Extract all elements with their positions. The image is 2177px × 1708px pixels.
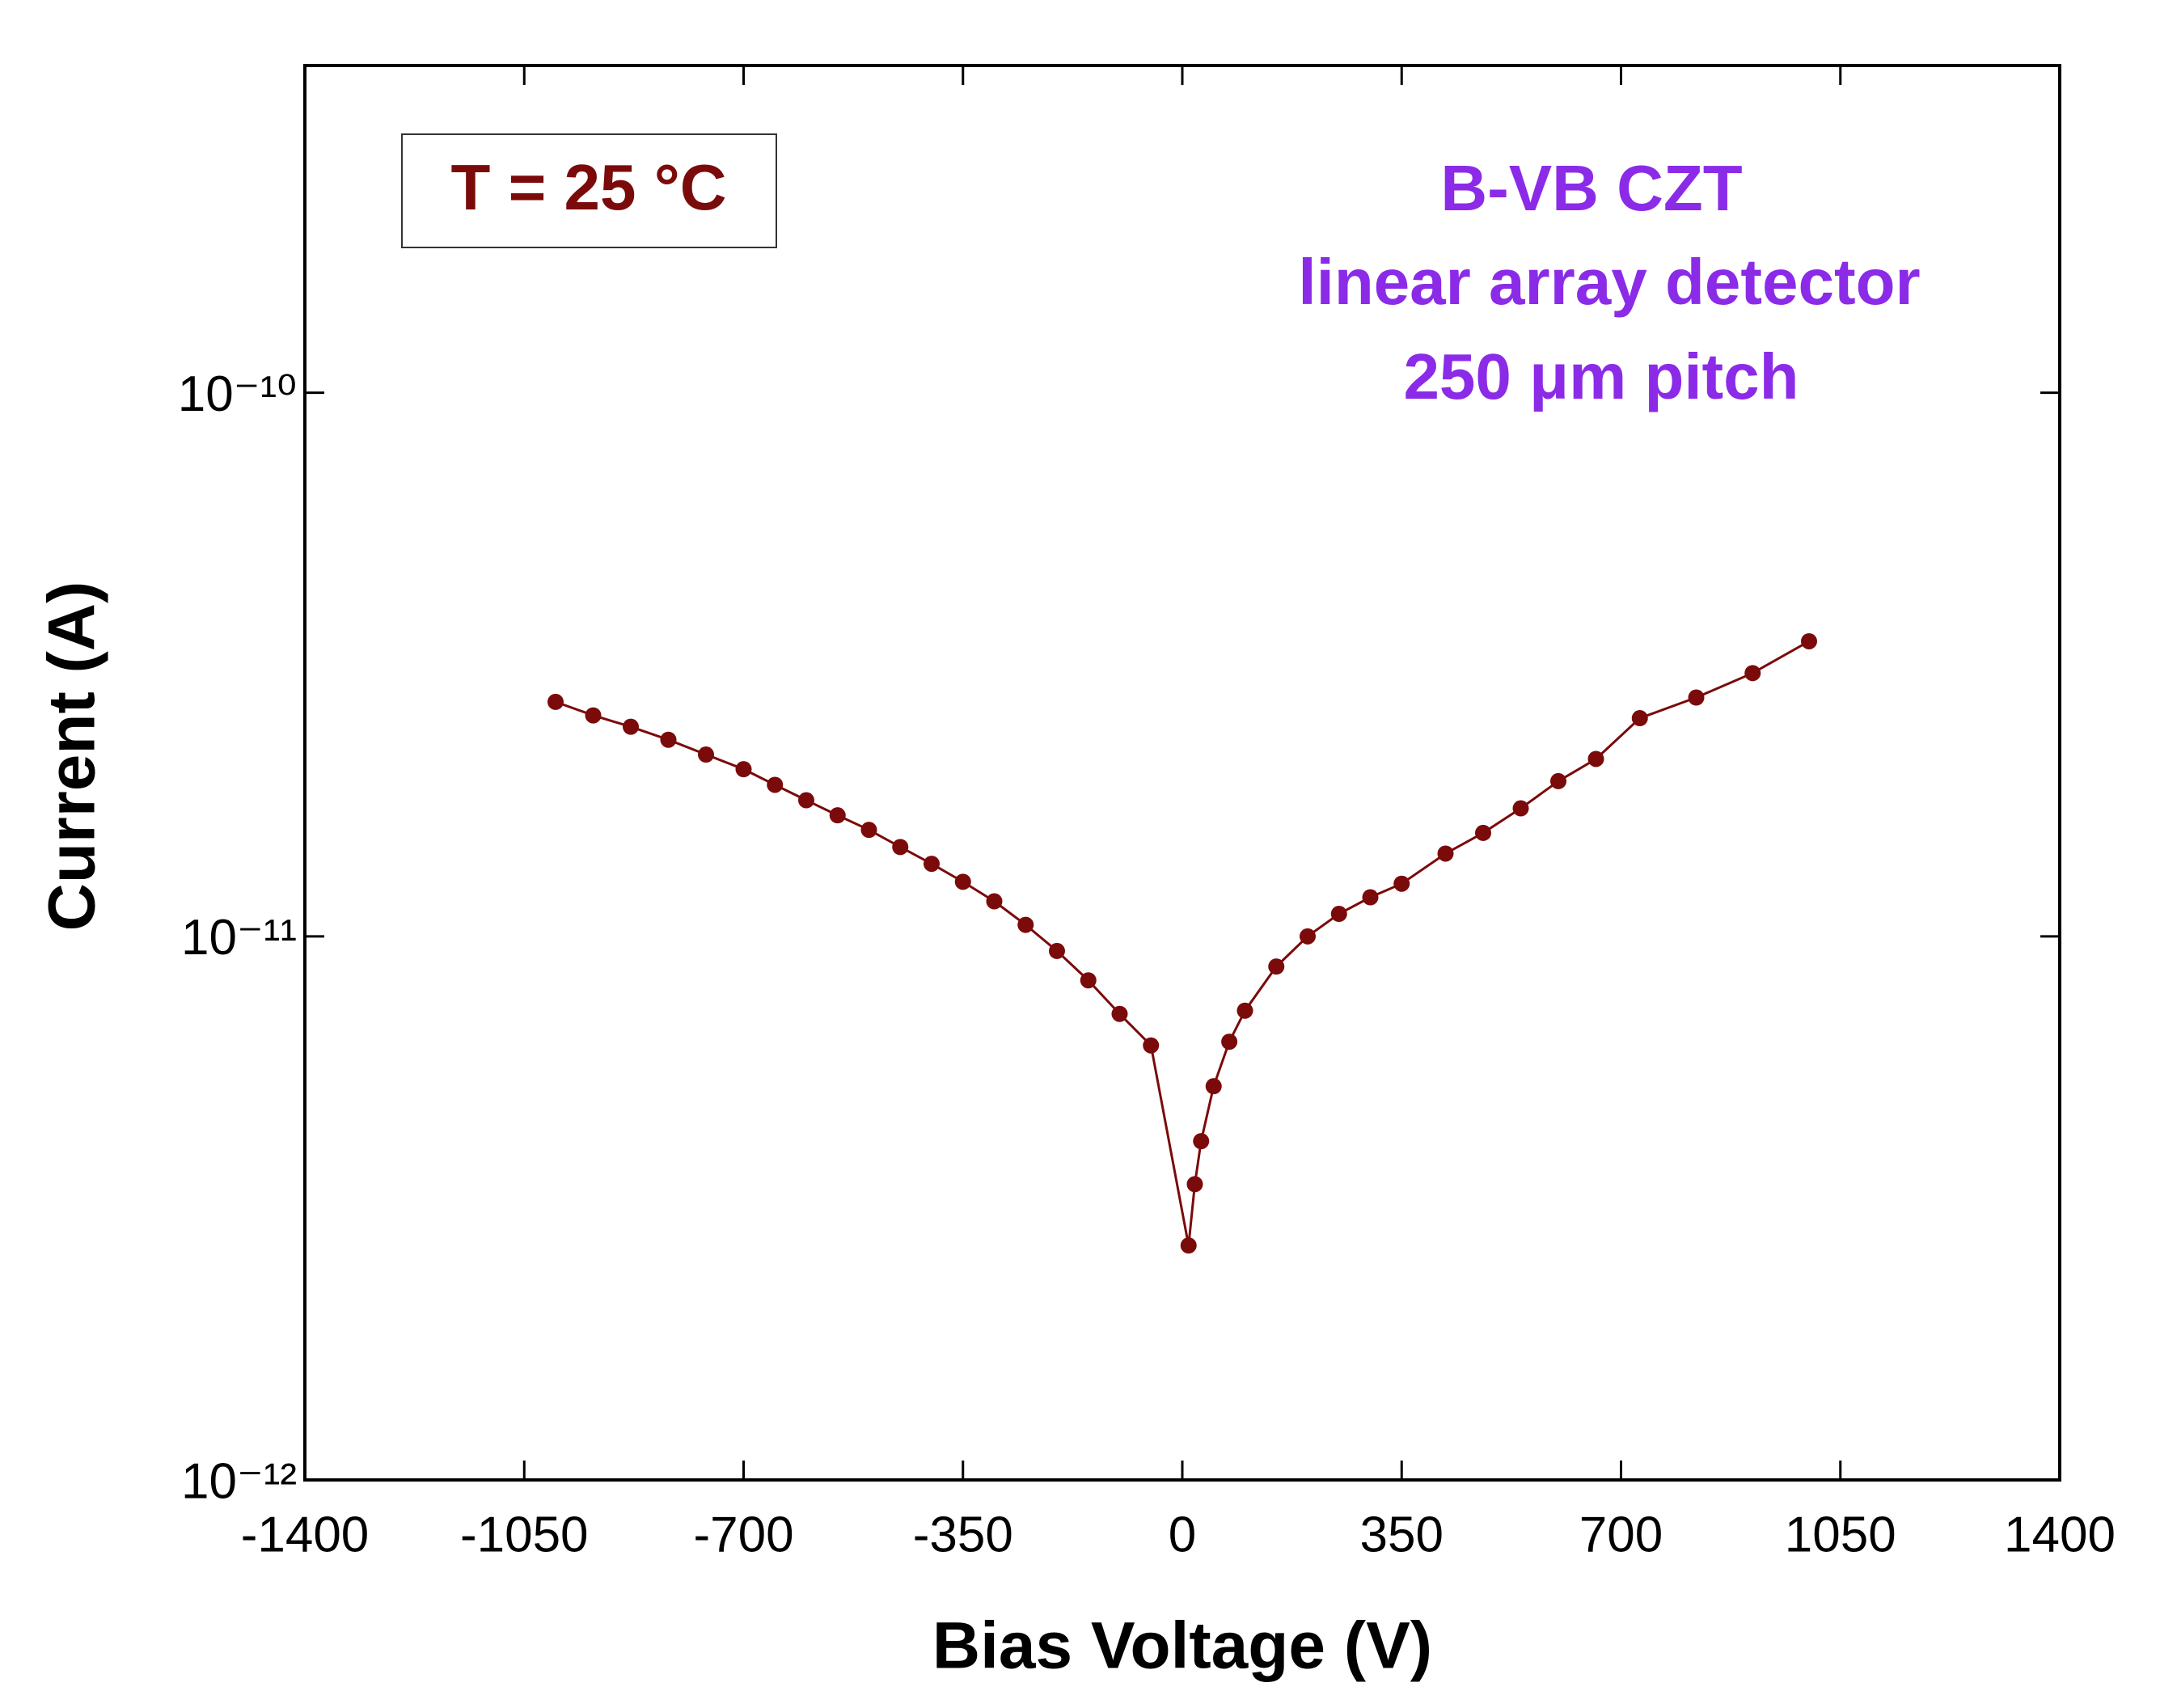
- sample-label: 250 μm pitch: [1403, 340, 1799, 412]
- data-point: [1330, 906, 1347, 923]
- data-point: [1475, 824, 1491, 841]
- annotation-box: [401, 133, 777, 248]
- x-tick-label: 350: [1360, 1507, 1444, 1562]
- data-point: [660, 731, 677, 748]
- data-point: [1205, 1078, 1222, 1095]
- data-point: [986, 893, 1003, 910]
- data-point: [1801, 632, 1817, 649]
- data-point: [1186, 1176, 1203, 1193]
- data-point: [1236, 1002, 1253, 1019]
- x-tick-label: 1050: [1785, 1507, 1896, 1562]
- y-axis-title: Current (A): [36, 581, 109, 932]
- data-point: [1393, 875, 1410, 892]
- data-point: [1688, 689, 1705, 706]
- data-point: [1268, 958, 1285, 975]
- x-tick-label: 1400: [2004, 1507, 2116, 1562]
- data-point: [767, 776, 784, 793]
- x-tick-label: -1050: [460, 1507, 589, 1562]
- x-tick-label: 700: [1579, 1507, 1663, 1562]
- data-point: [1587, 750, 1604, 767]
- data-point: [1631, 710, 1648, 727]
- data-point: [1049, 942, 1065, 959]
- x-tick-label: -1400: [241, 1507, 370, 1562]
- data-point: [798, 792, 814, 809]
- x-tick-label: -700: [693, 1507, 793, 1562]
- x-tick-label: 0: [1169, 1507, 1196, 1562]
- data-point: [698, 746, 714, 763]
- temperature-label: T = 25 °C: [450, 151, 726, 223]
- data-point: [1550, 772, 1566, 789]
- sample-label: linear array detector: [1298, 246, 1920, 318]
- y-tick-label: 10⁻¹⁰: [178, 366, 297, 422]
- series-line: [555, 640, 1810, 1246]
- y-tick-label: 10⁻¹²: [181, 1453, 297, 1509]
- data-point: [1143, 1037, 1160, 1054]
- data-point: [954, 873, 971, 890]
- sample-label: B-VB CZT: [1440, 152, 1742, 224]
- data-point: [1017, 916, 1034, 933]
- data-point: [547, 693, 564, 710]
- data-point: [1362, 889, 1379, 906]
- data-point: [735, 761, 752, 778]
- data-point: [1437, 845, 1454, 862]
- data-point: [1221, 1034, 1238, 1051]
- data-point: [1111, 1005, 1128, 1022]
- x-axis-title: Bias Voltage (V): [932, 1609, 1432, 1683]
- data-point: [924, 856, 940, 873]
- x-tick-label: -350: [913, 1507, 1013, 1562]
- data-point: [585, 707, 602, 724]
- data-point: [1512, 800, 1529, 817]
- data-point: [1744, 665, 1761, 682]
- data-point: [623, 718, 639, 735]
- data-point: [829, 807, 846, 824]
- data-point: [1300, 928, 1316, 945]
- data-point: [1080, 972, 1097, 989]
- y-tick-label: 10⁻¹¹: [181, 910, 297, 966]
- data-point: [892, 839, 909, 856]
- data-point: [860, 822, 877, 839]
- data-point: [1180, 1237, 1197, 1254]
- data-point: [1193, 1133, 1210, 1150]
